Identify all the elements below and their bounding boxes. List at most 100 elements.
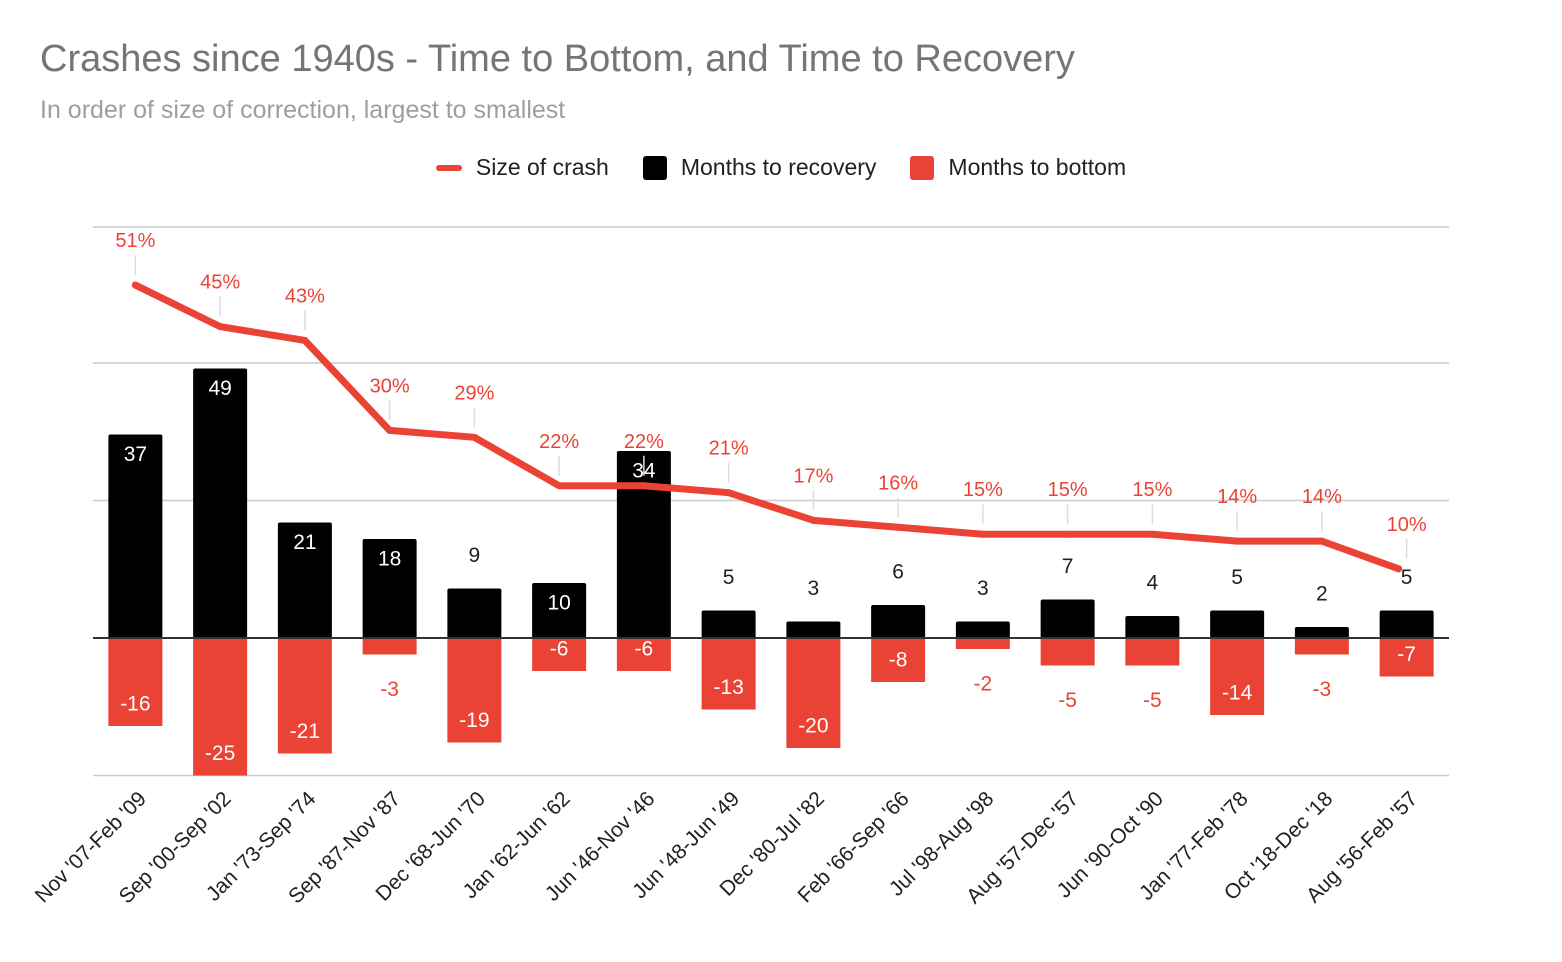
bar-label-bottom-7: -13	[713, 676, 743, 699]
bar-label-bottom-12: -5	[1143, 689, 1162, 712]
line-point-9	[894, 523, 902, 531]
bar-bottom-7	[701, 638, 756, 710]
bar-label-recovery-11: 7	[1062, 555, 1074, 578]
bar-bottom-6	[616, 638, 671, 671]
legend-item-months-to-bottom[interactable]: Months to bottom	[910, 154, 1126, 181]
line-label-3: 30%	[370, 375, 410, 397]
bar-bottom-8	[786, 638, 841, 748]
bar-label-bottom-11: -5	[1058, 689, 1077, 712]
bar-recovery-7	[701, 610, 756, 638]
line-point-5	[555, 482, 563, 490]
line-label-12: 15%	[1132, 479, 1172, 501]
bar-recovery-4	[447, 588, 502, 638]
line-point-12	[1148, 530, 1156, 538]
bar-recovery-8	[786, 621, 841, 638]
bar-recovery-12	[1125, 616, 1180, 638]
bar-bottom-12	[1125, 638, 1180, 666]
bar-bottom-4	[447, 638, 502, 743]
line-label-2: 43%	[285, 285, 325, 307]
bar-label-bottom-5: -6	[550, 638, 569, 661]
line-point-10	[979, 530, 987, 538]
bar-recovery-5	[532, 583, 587, 638]
bar-bottom-1	[193, 638, 248, 776]
bar-label-recovery-8: 3	[808, 577, 820, 600]
line-label-9: 16%	[878, 472, 918, 494]
line-point-15	[1395, 565, 1403, 573]
bar-bottom-15	[1379, 638, 1434, 677]
line-label-13: 14%	[1217, 486, 1257, 508]
line-label-4: 29%	[454, 382, 494, 404]
bar-label-bottom-0: -16	[120, 693, 150, 716]
legend-red-swatch	[910, 155, 935, 180]
bar-recovery-13	[1210, 610, 1265, 638]
line-point-11	[1064, 530, 1072, 538]
bar-label-bottom-8: -20	[798, 715, 828, 738]
bar-label-recovery-13: 5	[1231, 566, 1243, 589]
line-label-15: 10%	[1387, 514, 1427, 536]
bar-recovery-11	[1040, 599, 1095, 638]
bar-recovery-14	[1294, 627, 1349, 638]
bar-label-recovery-2: 21	[293, 531, 316, 554]
bar-label-recovery-3: 18	[378, 548, 401, 571]
line-label-5: 22%	[539, 431, 579, 453]
line-label-10: 15%	[963, 479, 1003, 501]
chart-subtitle: In order of size of correction, largest …	[40, 96, 566, 124]
bar-label-bottom-4: -19	[459, 709, 489, 732]
bar-label-recovery-0: 37	[124, 443, 147, 466]
bar-label-recovery-14: 2	[1316, 583, 1328, 606]
line-label-1: 45%	[200, 272, 240, 294]
legend-label-size-of-crash: Size of crash	[475, 154, 609, 180]
legend-item-size-of-crash[interactable]: Size of crash	[435, 154, 609, 181]
bar-bottom-0	[108, 638, 163, 726]
legend-black-swatch	[642, 155, 667, 180]
bar-bottom-3	[362, 638, 417, 655]
bar-recovery-2	[277, 522, 332, 638]
bar-recovery-0	[108, 434, 163, 638]
legend-label-months-to-recovery: Months to recovery	[680, 154, 877, 180]
bar-label-bottom-3: -3	[380, 678, 399, 701]
bar-label-recovery-10: 3	[977, 577, 989, 600]
line-point-3	[386, 426, 394, 434]
bar-label-recovery-7: 5	[723, 566, 735, 589]
bar-label-bottom-13: -14	[1222, 682, 1253, 705]
bar-label-recovery-5: 10	[547, 592, 570, 615]
legend-label-months-to-bottom: Months to bottom	[948, 154, 1127, 180]
bar-label-recovery-15: 5	[1401, 566, 1413, 589]
bar-label-bottom-9: -8	[889, 649, 908, 672]
bar-recovery-15	[1379, 610, 1434, 638]
bar-label-recovery-1: 49	[208, 377, 231, 400]
line-point-0	[131, 281, 139, 289]
line-point-8	[809, 516, 817, 524]
bar-bottom-11	[1040, 638, 1095, 666]
bar-label-recovery-9: 6	[892, 561, 904, 584]
bar-recovery-10	[955, 621, 1010, 638]
bar-bottom-13	[1210, 638, 1265, 715]
legend-item-months-to-recovery[interactable]: Months to recovery	[642, 154, 877, 181]
line-point-6	[640, 482, 648, 490]
bar-label-bottom-6: -6	[635, 638, 654, 661]
legend: Size of crash Months to recovery Months …	[0, 154, 1562, 181]
line-size-of-crash	[131, 281, 1403, 573]
line-point-4	[470, 433, 478, 441]
bar-recovery-9	[871, 605, 926, 638]
line-point-1	[216, 323, 224, 331]
bar-label-bottom-2: -21	[290, 720, 320, 743]
bar-bottom-9	[871, 638, 926, 682]
line-point-14	[1318, 537, 1326, 545]
bar-label-bottom-14: -3	[1313, 678, 1332, 701]
bar-label-recovery-4: 9	[469, 544, 481, 567]
bar-recovery-6	[616, 451, 671, 638]
bar-label-bottom-1: -25	[205, 742, 235, 765]
line-point-2	[301, 336, 309, 344]
bar-bottom-14	[1294, 638, 1349, 655]
line-label-7: 21%	[709, 438, 749, 460]
bar-recovery-1	[193, 368, 248, 638]
chart-title: Crashes since 1940s - Time to Bottom, an…	[40, 38, 1075, 80]
line-point-7	[725, 489, 733, 497]
line-label-6: 22%	[624, 431, 664, 453]
bar-label-bottom-15: -7	[1397, 643, 1416, 666]
bar-label-recovery-12: 4	[1147, 572, 1159, 595]
bar-label-bottom-10: -2	[974, 673, 993, 696]
